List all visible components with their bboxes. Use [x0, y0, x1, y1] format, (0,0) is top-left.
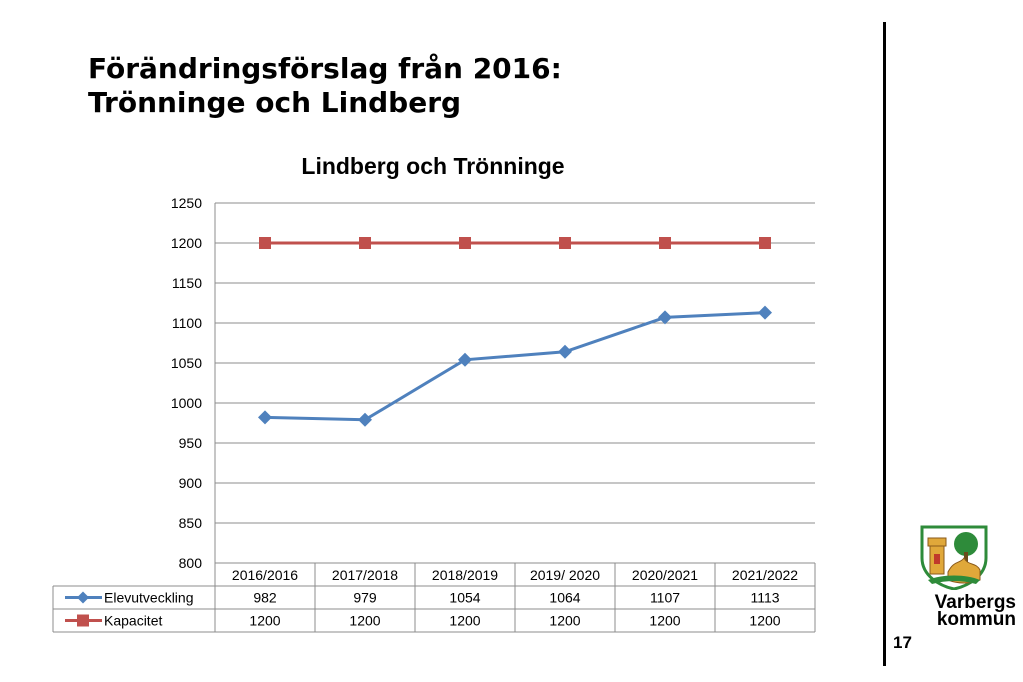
y-tick-label: 1050 [171, 355, 202, 371]
municipality-name-line-1: Varbergs [934, 592, 1016, 613]
municipality-name-line-2: kommun [936, 609, 1016, 630]
series-line-elevutveckling [264, 311, 766, 422]
data-point-elevutveckling [358, 412, 372, 427]
data-point-kapacitet [459, 237, 471, 249]
y-tick-label: 900 [179, 475, 203, 491]
y-tick-label: 1150 [172, 275, 202, 291]
x-category-label: 2017/2018 [332, 567, 398, 583]
data-point-kapacitet [259, 237, 271, 249]
y-tick-label: 800 [179, 555, 203, 571]
data-point-kapacitet [359, 237, 371, 249]
legend-label-elevutveckling: Elevutveckling [104, 590, 194, 606]
y-tick-label: 1200 [171, 235, 202, 251]
x-category-label: 2021/2022 [732, 567, 798, 583]
data-point-elevutveckling [258, 410, 272, 425]
data-point-elevutveckling [558, 344, 572, 359]
y-tick-label: 950 [179, 435, 203, 451]
y-tick-label: 850 [179, 515, 203, 531]
table-value: 1113 [750, 590, 779, 606]
y-tick-label: 1000 [171, 395, 202, 411]
slide-title: Förändringsförslag från 2016: Trönninge … [88, 52, 808, 120]
data-point-elevutveckling [758, 305, 772, 320]
table-value: 1200 [349, 613, 380, 629]
table-value: 1200 [249, 613, 280, 629]
table-value: 1054 [449, 590, 480, 606]
table-value: 979 [353, 590, 377, 606]
table-value: 1064 [549, 590, 580, 606]
data-point-kapacitet [559, 237, 571, 249]
x-category-label: 2018/2019 [432, 567, 498, 583]
data-point-kapacitet [659, 237, 671, 249]
data-point-elevutveckling [458, 352, 472, 367]
table-value: 1200 [749, 613, 780, 629]
table-value: 1200 [449, 613, 480, 629]
legend-marker-elevutveckling [77, 591, 89, 604]
chart-title: Lindberg och Trönninge [301, 153, 564, 179]
slide-title-line-1: Förändringsförslag från 2016: [88, 52, 562, 85]
x-category-label: 2016/2016 [232, 567, 298, 583]
data-point-kapacitet [759, 237, 771, 249]
municipality-name: Varbergs kommun [898, 592, 1016, 630]
table-value: 1200 [549, 613, 580, 629]
table-value: 1107 [650, 590, 680, 606]
coat-of-arms-icon [920, 525, 988, 590]
table-value: 1200 [649, 613, 680, 629]
legend-label-kapacitet: Kapacitet [104, 613, 162, 629]
table-value: 982 [253, 590, 277, 606]
page-number: 17 [893, 633, 912, 652]
y-tick-label: 1250 [171, 195, 202, 211]
vertical-divider [883, 22, 886, 666]
legend-marker-kapacitet [77, 614, 89, 627]
x-category-label: 2019/ 2020 [530, 567, 600, 583]
data-point-elevutveckling [658, 310, 672, 325]
x-category-label: 2020/2021 [632, 567, 698, 583]
y-tick-label: 1100 [172, 315, 202, 331]
slide-title-line-2: Trönninge och Lindberg [88, 86, 462, 119]
